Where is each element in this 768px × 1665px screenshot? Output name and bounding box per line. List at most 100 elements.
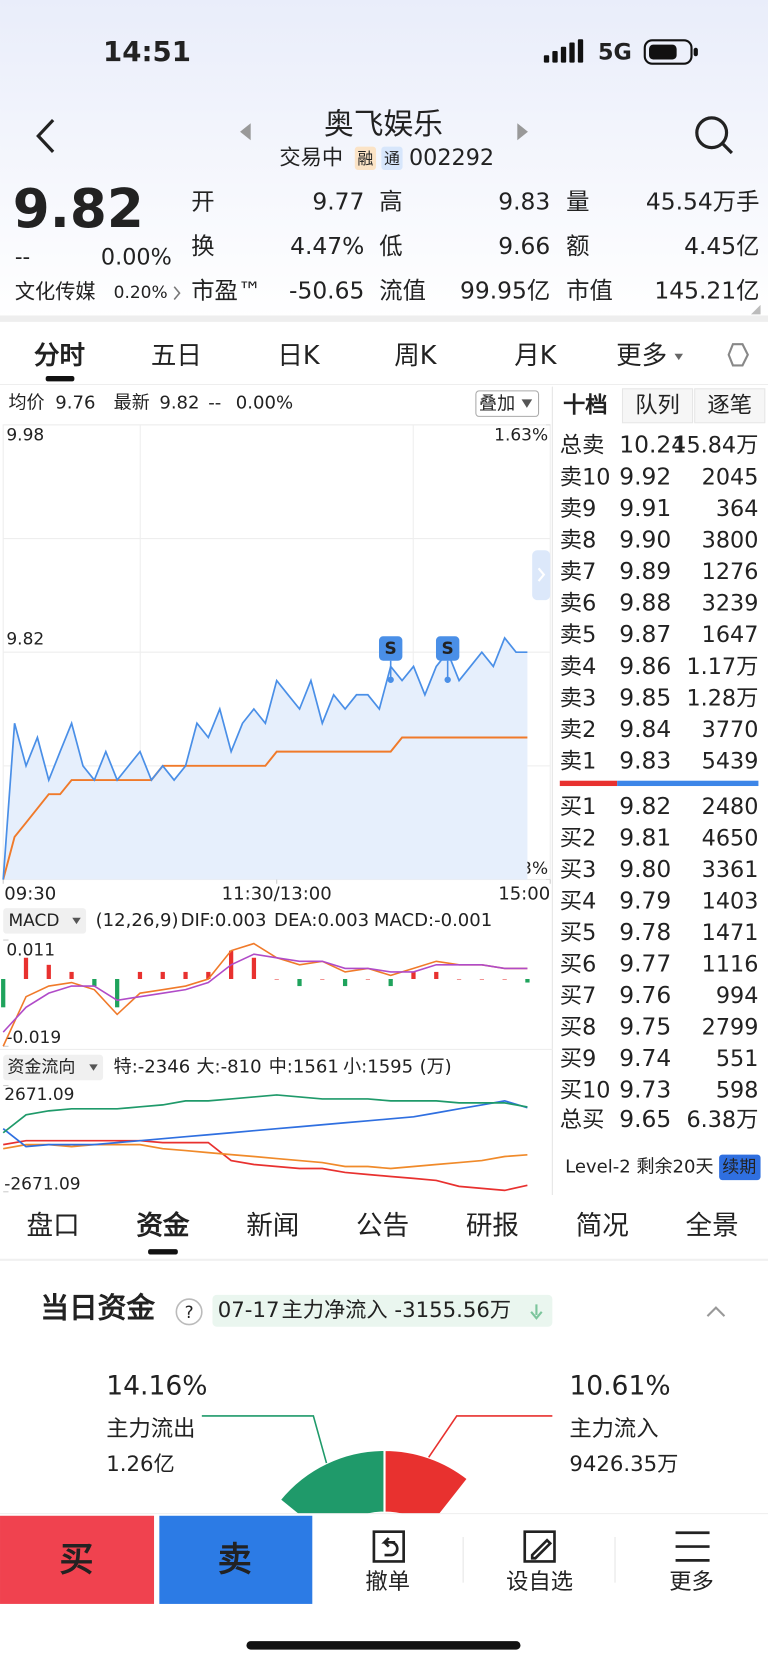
stat-label: 市值 [566,277,613,305]
macd-bar [365,978,371,980]
settings-button[interactable] [727,343,749,367]
legend-label: 均价 [9,393,45,414]
flow-amount: 1.26亿 [106,1452,175,1477]
stat-value: 4.45亿 [684,232,759,260]
stat-label: 市盈™ [191,277,261,305]
detail-tab[interactable]: 新闻 [246,1210,299,1241]
corner-mark [750,304,761,315]
action-icon[interactable] [372,1530,405,1563]
stat-label: 换 [191,232,214,260]
book-tab[interactable]: 十档 [563,392,608,418]
book-volume: 2480 [702,794,759,820]
book-volume: 1471 [702,920,759,946]
detail-tab[interactable]: 简况 [576,1210,629,1241]
action-label[interactable]: 更多 [669,1569,714,1595]
y-tick-label: -2671.09 [4,1174,80,1194]
trade-status: 交易中 [279,145,343,170]
detail-tab[interactable]: 公告 [356,1210,409,1241]
y2-tick-label: 1.63% [494,426,548,446]
sell-button[interactable] [159,1515,313,1604]
book-volume: 3800 [702,528,759,554]
stat-value: 99.95亿 [460,277,550,305]
book-price: 9.89 [619,557,671,585]
back-button[interactable] [36,118,55,153]
book-volume: 1116 [702,952,759,978]
book-level: 卖6 [560,591,596,617]
book-tab-box[interactable] [621,388,694,424]
book-volume: 3239 [702,591,759,617]
action-label[interactable]: 撤单 [365,1569,410,1595]
chart-tab[interactable]: 周K [394,341,437,371]
search-button[interactable] [695,116,733,155]
action-label[interactable]: 设自选 [506,1569,573,1595]
trade-marker [435,636,460,661]
x-tick-label: 11:30/13:00 [222,883,332,904]
book-level: 买3 [560,857,596,883]
prev-stock[interactable] [240,123,251,141]
clock: 14:51 [103,35,191,68]
book-level: 买9 [560,1046,596,1072]
macd-bar [525,978,530,983]
detail-tab[interactable]: 全景 [686,1210,739,1241]
chart-tab[interactable]: 五日 [151,341,202,371]
indicator-selector[interactable] [3,1054,104,1081]
book-level: 买6 [560,952,596,978]
book-level: 买7 [560,983,596,1009]
trade-marker [378,636,403,661]
legend-entry: 特:-2346 [114,1057,191,1078]
chart-tab[interactable]: 更多 [616,341,667,371]
book-volume: 994 [716,983,759,1009]
side-handle[interactable] [532,550,551,601]
chart-tab[interactable]: 月K [514,341,557,371]
buy-button[interactable] [0,1515,155,1604]
help-mark: ? [185,1303,194,1323]
flow-line [3,1139,528,1192]
price-line [2,636,528,880]
chart-tab[interactable]: 日K [277,341,320,371]
book-volume: 6.38万 [686,1107,758,1133]
renew-button[interactable] [719,1154,761,1181]
detail-tab[interactable]: 盘口 [27,1210,80,1241]
collapse-button[interactable] [706,1306,726,1317]
book-level: 总买 [560,1107,605,1133]
legend-value: 9.76 [55,393,95,414]
pct-label: 14.16% [106,1371,207,1402]
legend-entry: MACD:-0.001 [374,910,492,931]
summary-date: 07-17 [218,1298,280,1323]
next-stock[interactable] [517,123,528,141]
y-tick-label: 2671.09 [4,1085,74,1105]
down-arrow [530,1304,543,1320]
indicator-name: MACD [9,911,60,931]
book-level: 卖5 [560,622,596,648]
stock-code: 002292 [409,145,494,171]
indicator-arrow [89,1064,98,1071]
renew-label: 续期 [722,1157,756,1177]
detail-tab[interactable]: 资金 [136,1210,190,1241]
detail-tab[interactable]: 研报 [466,1210,519,1241]
action-icon[interactable] [675,1531,710,1562]
book-price: 9.78 [619,918,671,946]
flow-label: 主力流入 [569,1416,658,1442]
book-tab[interactable]: 队列 [635,392,680,418]
book-tab-box[interactable] [694,388,766,424]
home-indicator [246,1641,521,1650]
overlay-button[interactable] [475,390,540,417]
indicator-selector[interactable] [3,908,87,934]
book-level: 卖2 [560,717,596,743]
book-level: 买5 [560,920,596,946]
book-volume: 1647 [702,622,759,648]
trade-marker-dot [387,676,394,683]
legend-label: 最新 [114,393,150,414]
book-price: 9.80 [619,855,671,883]
chart-tab[interactable]: 分时 [34,341,85,371]
help-icon[interactable] [175,1298,203,1326]
book-level: 买8 [560,1015,596,1041]
level2-info: Level-2 剩余20天 [565,1156,713,1177]
macd-line [2,953,528,1033]
book-tab[interactable]: 逐笔 [707,392,752,418]
legend-value: 9.82 [159,393,199,414]
action-icon[interactable] [523,1530,556,1563]
change: -- [15,245,30,270]
book-volume: 1403 [702,888,759,914]
book-level: 买2 [560,825,596,851]
